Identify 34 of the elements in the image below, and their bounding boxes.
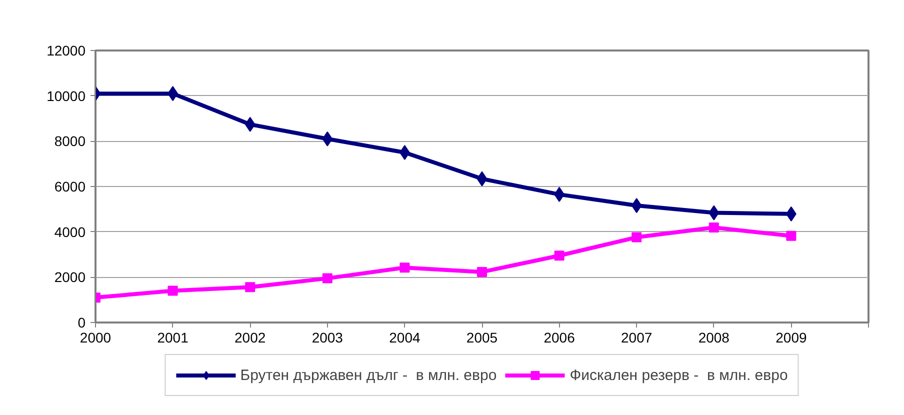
x-tick-label: 2001 xyxy=(157,330,189,346)
point xyxy=(477,266,487,277)
x-tick-label: 2000 xyxy=(80,330,112,346)
x-tick-label: 2003 xyxy=(312,330,344,346)
point xyxy=(554,250,564,261)
y-tick-label: 0 xyxy=(78,314,86,330)
y-tick-label: 12000 xyxy=(46,42,86,58)
y-tick-label: 2000 xyxy=(54,269,86,286)
point xyxy=(322,273,332,284)
x-tick-label: 2004 xyxy=(389,330,420,346)
x-tick-label: 2007 xyxy=(621,330,652,346)
point xyxy=(244,116,256,132)
x-tick-label: 2006 xyxy=(544,330,576,346)
y-tick-label: 10000 xyxy=(46,88,86,104)
point xyxy=(400,145,410,160)
x-tick-label: 2009 xyxy=(776,330,807,346)
x-tick-label: 2008 xyxy=(698,330,730,346)
point xyxy=(322,131,333,146)
y-tick-label: 4000 xyxy=(54,224,86,240)
y-tick-label: 6000 xyxy=(54,178,86,194)
point xyxy=(245,282,256,292)
point xyxy=(400,262,410,273)
point xyxy=(168,286,178,296)
legend-label: Брутен държавен дълг - в млн. евро xyxy=(240,366,497,384)
point xyxy=(632,232,642,242)
point xyxy=(786,230,796,241)
x-tick-label: 2005 xyxy=(466,330,498,346)
point xyxy=(708,205,720,220)
point xyxy=(708,222,719,233)
point xyxy=(631,198,642,214)
legend-label: Фискален резерв - в млн. евро xyxy=(570,366,788,384)
y-tick-label: 8000 xyxy=(54,133,86,150)
point xyxy=(476,171,488,186)
x-tick-label: 2002 xyxy=(234,330,266,346)
